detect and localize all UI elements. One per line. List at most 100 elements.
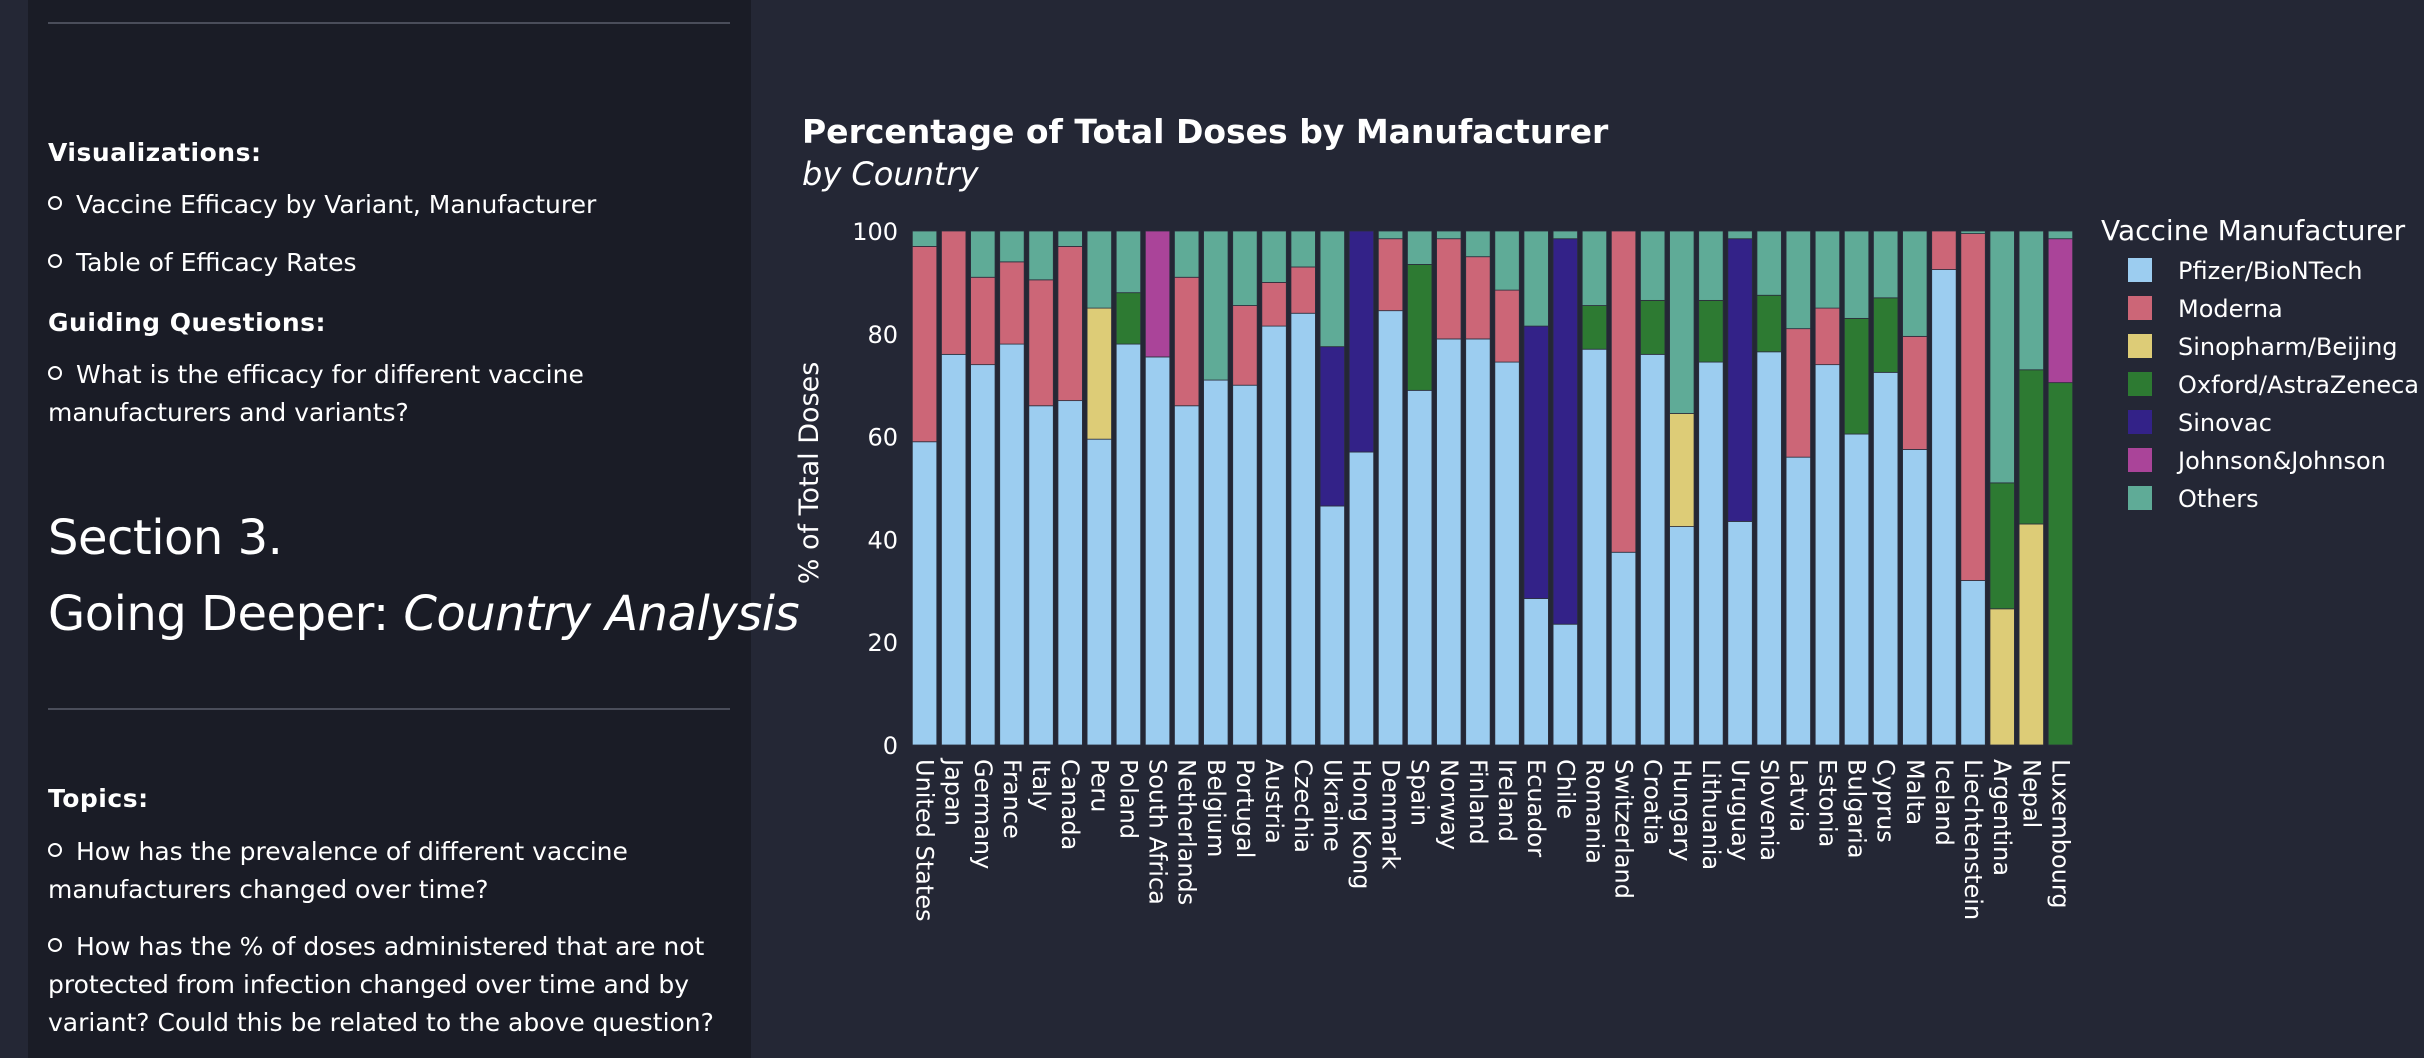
bar-segment	[1640, 230, 1666, 301]
chart-title: Percentage of Total Doses by Manufacture…	[802, 112, 1609, 151]
bar-segment	[1610, 551, 1637, 746]
bar-segment	[1436, 338, 1462, 746]
bar-segment	[1144, 230, 1171, 358]
bar-segment	[1960, 580, 1986, 746]
bar-segment	[1989, 608, 2015, 746]
bar-segment	[1785, 230, 1811, 330]
legend-label[interactable]: Sinovac	[2178, 409, 2272, 437]
bar-segment	[1843, 433, 1870, 746]
x-tick-label: Germany	[969, 759, 997, 869]
list-item: Table of Efficacy Rates	[48, 244, 748, 282]
bar-segment	[2047, 238, 2074, 384]
bar-segment	[1989, 230, 2015, 484]
bar-segment	[1436, 230, 1462, 240]
bar-segment	[1727, 238, 1753, 522]
legend-swatch[interactable]	[2128, 410, 2152, 434]
x-tick-label: Argentina	[1988, 759, 2016, 876]
legend-label[interactable]: Johnson&Johnson	[2176, 447, 2386, 475]
bar-segment	[1494, 230, 1520, 291]
bar-segment	[1698, 230, 1724, 301]
bar-segment	[1523, 325, 1549, 599]
bar-segment	[911, 230, 938, 247]
x-tick-label: United States	[911, 759, 939, 922]
bar-segment	[970, 230, 996, 278]
legend-title: Vaccine Manufacturer	[2101, 214, 2406, 247]
bar-segment	[1115, 230, 1142, 294]
x-tick-label: France	[998, 759, 1026, 839]
x-tick-label: Liechtenstein	[1959, 759, 1987, 920]
bar-segment	[1465, 230, 1491, 258]
bar-segment	[1902, 449, 1928, 746]
bar-segment	[1756, 351, 1782, 746]
bar-segment	[970, 276, 996, 366]
bar-segment	[1873, 297, 1899, 373]
bar-segment	[1843, 230, 1870, 319]
divider	[48, 708, 730, 710]
bar-segment	[1610, 230, 1637, 553]
x-tick-label: Italy	[1027, 759, 1055, 811]
legend-label[interactable]: Pfizer/BioNTech	[2178, 257, 2362, 285]
x-tick-label: Czechia	[1289, 759, 1317, 853]
bar-segment	[1494, 361, 1520, 746]
bar-segment	[1727, 230, 1753, 240]
divider	[48, 22, 730, 24]
bar-segment	[1261, 230, 1287, 283]
legend-label[interactable]: Moderna	[2178, 295, 2283, 323]
x-tick-label: Peru	[1085, 759, 1113, 812]
bullet-icon	[48, 938, 62, 952]
y-tick-label: 80	[867, 321, 898, 349]
bar-segment	[999, 230, 1025, 263]
bar-segment	[1465, 338, 1491, 746]
bullet-icon	[48, 843, 62, 857]
legend-label[interactable]: Others	[2178, 485, 2259, 513]
bar-segment	[2047, 382, 2074, 746]
x-tick-label: Spain	[1406, 759, 1434, 826]
x-tick-label: Chile	[1551, 759, 1579, 819]
x-tick-label: Slovenia	[1755, 759, 1783, 861]
bar-segment	[1873, 371, 1899, 746]
bar-segment	[1640, 299, 1666, 355]
legend-label[interactable]: Oxford/AstraZeneca	[2178, 371, 2419, 399]
bar-segment	[1232, 230, 1258, 306]
y-tick-label: 100	[852, 218, 898, 246]
bar-segment	[1261, 281, 1287, 327]
bar-segment	[1931, 230, 1957, 270]
x-tick-label: Romania	[1580, 759, 1608, 864]
bar-segment	[1581, 305, 1608, 350]
x-tick-label: Poland	[1114, 759, 1142, 839]
x-tick-label: Lithuania	[1697, 759, 1725, 870]
legend-swatch[interactable]	[2128, 372, 2152, 396]
bar-segment	[1232, 305, 1258, 386]
bar-segment	[1814, 230, 1841, 309]
list-item: What is the efficacy for different vacci…	[48, 360, 584, 427]
bar-segment	[1552, 230, 1578, 240]
bar-segment	[1523, 598, 1549, 746]
bar-segment	[1989, 482, 2015, 610]
bar-segment	[1086, 230, 1112, 309]
x-tick-label: Hungary	[1668, 759, 1696, 861]
bar-segment	[2018, 230, 2044, 371]
legend-swatch[interactable]	[2128, 334, 2152, 358]
x-tick-label: Austria	[1260, 759, 1288, 844]
legend-label[interactable]: Sinopharm/Beijing	[2178, 333, 2398, 361]
x-tick-label: Uruguay	[1726, 759, 1754, 861]
x-tick-label: Finland	[1464, 759, 1492, 845]
bar-segment	[1436, 238, 1462, 340]
x-tick-label: Estonia	[1813, 759, 1841, 847]
legend-swatch[interactable]	[2128, 296, 2152, 320]
legend-swatch[interactable]	[2128, 258, 2152, 282]
bar-segment	[1494, 289, 1520, 363]
x-tick-label: Norway	[1435, 759, 1463, 850]
legend-swatch[interactable]	[2128, 486, 2152, 510]
sidebar: Visualizations: Vaccine Efficacy by Vari…	[28, 0, 800, 1058]
bullet-icon	[48, 366, 62, 380]
bar-segment	[1552, 238, 1578, 625]
section-title: Going Deeper: Country Analysis	[48, 586, 800, 642]
legend-swatch[interactable]	[2128, 448, 2152, 472]
visualizations-heading: Visualizations:	[48, 138, 262, 167]
guiding-questions-heading: Guiding Questions:	[48, 308, 327, 337]
x-tick-label: Nepal	[2017, 759, 2045, 828]
y-tick-label: 40	[867, 526, 898, 554]
bar-segment	[1581, 230, 1608, 306]
list-item: Vaccine Efficacy by Variant, Manufacture…	[48, 186, 748, 224]
